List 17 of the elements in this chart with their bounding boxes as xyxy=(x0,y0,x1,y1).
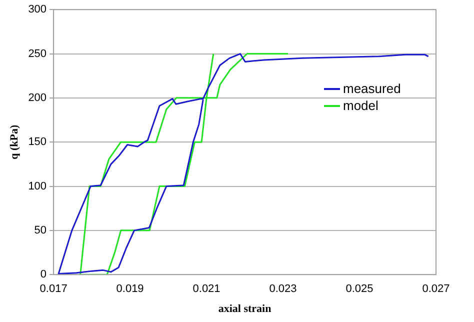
y-tick-label: 50 xyxy=(34,224,47,236)
legend-label: measured xyxy=(343,81,401,96)
y-tick-label: 100 xyxy=(28,180,47,192)
x-axis-title: axial strain xyxy=(218,303,272,316)
x-tick-label: 0.023 xyxy=(269,283,297,296)
y-tick-label: 0 xyxy=(40,268,47,281)
y-tick-label: 250 xyxy=(28,48,47,60)
y-axis-title: q (kPa) xyxy=(8,124,20,160)
x-tick-label: 0.019 xyxy=(116,283,144,296)
x-tick-label: 0.017 xyxy=(40,283,68,296)
y-tick-label: 300 xyxy=(28,4,47,16)
x-tick-label: 0.021 xyxy=(192,283,220,296)
x-tick-label: 0.025 xyxy=(346,283,374,296)
legend-label: model xyxy=(343,98,378,114)
y-tick-label: 200 xyxy=(28,92,47,104)
x-tick-label: 0.027 xyxy=(422,283,450,296)
y-tick-label: 150 xyxy=(28,136,47,148)
